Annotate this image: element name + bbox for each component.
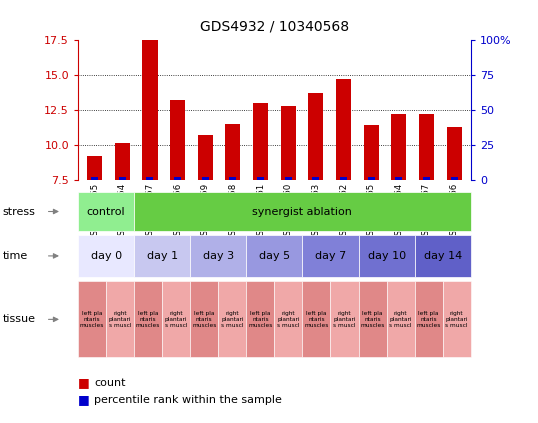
Bar (197, 135, 213, 180)
Bar (202, 177, 209, 180)
Text: day 7: day 7 (315, 251, 346, 261)
Text: day 3: day 3 (203, 251, 234, 261)
Text: ■: ■ (78, 376, 90, 389)
Bar (146, 177, 153, 180)
Text: day 0: day 0 (90, 251, 122, 261)
Bar (91, 177, 98, 180)
Text: day 1: day 1 (147, 251, 178, 261)
Text: day 14: day 14 (423, 251, 462, 261)
Bar (419, 114, 434, 180)
Text: left pla
ntaris
muscles: left pla ntaris muscles (136, 311, 160, 328)
Bar (115, 143, 130, 180)
Bar (308, 93, 323, 180)
Text: left pla
ntaris
muscles: left pla ntaris muscles (80, 311, 104, 328)
Text: left pla
ntaris
muscles: left pla ntaris muscles (192, 311, 216, 328)
Text: percentile rank within the sample: percentile rank within the sample (94, 395, 282, 405)
Text: synergist ablation: synergist ablation (252, 206, 352, 217)
Text: right
plantari
s muscl: right plantari s muscl (390, 311, 412, 328)
Text: stress: stress (3, 206, 36, 217)
Bar (364, 125, 379, 180)
Text: right
plantari
s muscl: right plantari s muscl (165, 311, 187, 328)
Text: right
plantari
s muscl: right plantari s muscl (221, 311, 244, 328)
Text: left pla
ntaris
muscles: left pla ntaris muscles (360, 311, 385, 328)
Bar (423, 177, 430, 180)
Text: right
plantari
s muscl: right plantari s muscl (109, 311, 131, 328)
Text: GDS4932 / 10340568: GDS4932 / 10340568 (200, 19, 349, 33)
Bar (87, 156, 102, 180)
Text: right
plantari
s muscl: right plantari s muscl (333, 311, 356, 328)
Text: control: control (87, 206, 125, 217)
Bar (395, 177, 402, 180)
Bar (225, 124, 240, 180)
Text: ■: ■ (78, 393, 90, 406)
Bar (257, 177, 264, 180)
Text: left pla
ntaris
muscles: left pla ntaris muscles (305, 311, 329, 328)
Bar (281, 106, 296, 180)
Bar (340, 177, 347, 180)
Bar (119, 177, 126, 180)
Text: day 10: day 10 (367, 251, 406, 261)
Bar (285, 177, 292, 180)
Bar (447, 127, 462, 180)
Bar (336, 79, 351, 180)
Text: left pla
ntaris
muscles: left pla ntaris muscles (248, 311, 273, 328)
Text: tissue: tissue (3, 314, 36, 324)
Bar (253, 103, 268, 180)
Bar (451, 177, 458, 180)
Bar (143, 40, 158, 180)
Text: time: time (3, 251, 28, 261)
Bar (391, 114, 406, 180)
Bar (170, 100, 185, 180)
Bar (230, 177, 236, 180)
Text: right
plantari
s muscl: right plantari s muscl (277, 311, 300, 328)
Bar (313, 177, 319, 180)
Text: day 5: day 5 (259, 251, 290, 261)
Text: left pla
ntaris
muscles: left pla ntaris muscles (416, 311, 441, 328)
Text: count: count (94, 378, 126, 388)
Bar (368, 177, 374, 180)
Bar (174, 177, 181, 180)
Text: right
plantari
s muscl: right plantari s muscl (445, 311, 468, 328)
